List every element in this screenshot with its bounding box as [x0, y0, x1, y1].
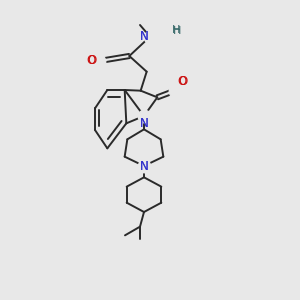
Text: N: N — [140, 160, 148, 172]
Text: O: O — [86, 55, 96, 68]
Text: H: H — [172, 26, 181, 35]
Text: O: O — [177, 75, 187, 88]
Text: N: N — [140, 117, 148, 130]
Text: H: H — [173, 26, 182, 36]
Text: O: O — [87, 55, 96, 68]
Text: N: N — [140, 30, 149, 43]
Text: N: N — [140, 30, 148, 43]
Text: N: N — [140, 117, 149, 130]
Text: O: O — [178, 75, 187, 88]
Text: N: N — [140, 160, 148, 172]
